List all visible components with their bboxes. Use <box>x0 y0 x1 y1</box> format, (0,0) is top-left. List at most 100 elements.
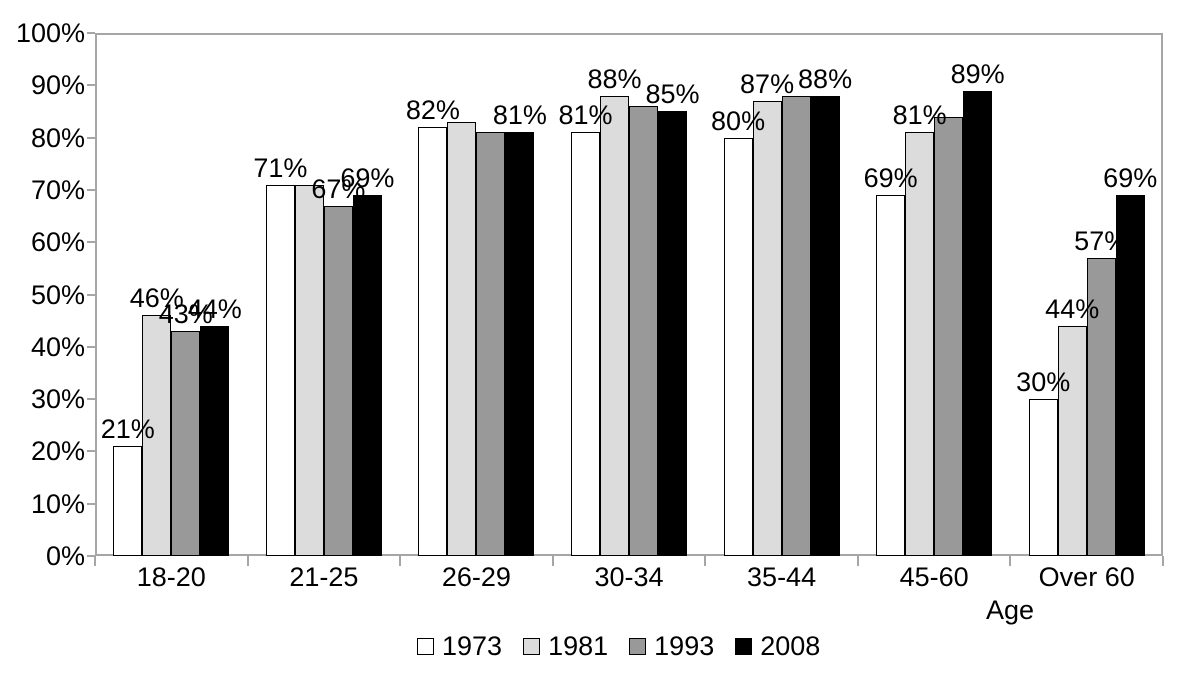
data-label-2008-30-34: 85% <box>645 79 700 110</box>
y-tick-mark <box>87 241 95 244</box>
bar-2008-21-25 <box>352 195 382 556</box>
legend-item-1993: 1993 <box>629 632 714 660</box>
y-tick-mark <box>87 32 95 34</box>
data-label-1993-21-25: 67% <box>311 173 366 204</box>
x-tick-mark <box>399 556 402 566</box>
bar-1973-45-60 <box>876 195 906 556</box>
data-label-1973-30-34: 81% <box>558 100 613 131</box>
y-tick-mark <box>87 136 95 139</box>
y-tick-mark <box>87 555 95 557</box>
data-label-1973-45-60: 69% <box>863 163 918 194</box>
x-tick-mark <box>551 556 554 566</box>
x-tick-mark <box>1162 556 1164 566</box>
bar-2008-30-34 <box>658 111 687 556</box>
bar-1981-30-34 <box>600 95 629 556</box>
data-label-1973-26-29: 82% <box>405 95 460 126</box>
y-tick-mark <box>87 398 95 401</box>
bar-2008-26-29 <box>505 132 535 556</box>
bar-2008-Over 60 <box>1115 195 1145 556</box>
bar-1981-26-29 <box>447 121 477 556</box>
data-label-2008-26-29: 81% <box>492 100 547 131</box>
legend-marker-1993 <box>629 637 647 655</box>
x-category-label: 18-20 <box>136 562 206 592</box>
y-tick-mark <box>87 293 95 296</box>
y-tick-label: 60% <box>30 227 85 258</box>
data-label-2008-35-44: 88% <box>798 63 853 94</box>
x-tick-mark <box>1009 556 1012 566</box>
bar-1993-26-29 <box>476 132 506 556</box>
bar-1993-21-25 <box>323 205 353 556</box>
bar-2008-35-44 <box>810 95 840 556</box>
y-tick-label: 100% <box>15 18 85 48</box>
legend-marker-2008 <box>735 637 753 655</box>
x-tick-mark <box>856 556 859 566</box>
data-label-1993-Over 60: 57% <box>1074 225 1129 256</box>
x-tick-mark <box>704 556 707 566</box>
bar-1973-Over 60 <box>1028 399 1058 556</box>
bar-1981-18-20 <box>142 315 172 556</box>
bar-1973-35-44 <box>723 137 753 556</box>
y-tick-label: 0% <box>45 541 85 571</box>
y-tick-mark <box>87 345 95 348</box>
x-axis-title: Age <box>986 595 1035 625</box>
data-label-1973-Over 60: 30% <box>1016 367 1071 398</box>
x-tick-mark <box>94 556 96 566</box>
bar-1993-30-34 <box>629 106 658 556</box>
data-label-2008-45-60: 89% <box>950 58 1005 89</box>
bar-1981-Over 60 <box>1057 325 1087 556</box>
data-label-2008-18-20: 44% <box>187 293 242 324</box>
bar-1981-21-25 <box>294 184 324 556</box>
y-tick-mark <box>87 84 95 87</box>
bar-1973-30-34 <box>571 132 600 556</box>
y-tick-label: 20% <box>30 436 85 467</box>
bar-1973-21-25 <box>265 184 295 556</box>
y-tick-mark <box>87 502 95 505</box>
legend-item-2008: 2008 <box>735 632 820 660</box>
bar-1981-45-60 <box>905 132 935 556</box>
bar-2008-45-60 <box>963 90 993 556</box>
legend-label: 2008 <box>760 631 821 661</box>
bar-1973-18-20 <box>113 446 143 556</box>
legend-label: 1973 <box>442 631 503 661</box>
data-label-1993-18-20: 43% <box>158 299 213 330</box>
x-category-label: Over 60 <box>1038 562 1135 592</box>
x-category-label: 26-29 <box>441 562 511 592</box>
y-tick-label: 10% <box>30 488 85 519</box>
legend-label: 1993 <box>654 631 715 661</box>
data-label-1981-30-34: 88% <box>587 63 642 94</box>
x-category-label: 35-44 <box>747 562 817 592</box>
x-category-label: 21-25 <box>289 562 359 592</box>
data-label-1973-21-25: 71% <box>253 152 308 183</box>
legend-marker-1973 <box>417 637 434 655</box>
x-tick-mark <box>246 556 249 566</box>
data-label-1981-18-20: 46% <box>129 283 184 314</box>
legend-item-1981: 1981 <box>523 632 608 660</box>
x-category-label: 30-34 <box>594 562 664 592</box>
data-label-1973-18-20: 21% <box>100 414 155 445</box>
legend-marker-1981 <box>523 637 541 655</box>
y-tick-label: 30% <box>30 384 85 415</box>
legend: 1973 1981 1993 2008 <box>417 632 820 660</box>
bar-1973-26-29 <box>418 127 448 556</box>
data-label-1981-35-44: 87% <box>740 68 795 99</box>
data-label-2008-21-25: 69% <box>340 163 395 194</box>
bar-1993-18-20 <box>171 331 201 556</box>
y-tick-mark <box>87 450 95 453</box>
bar-1993-Over 60 <box>1086 257 1116 556</box>
y-tick-label: 80% <box>30 122 85 153</box>
data-label-1981-Over 60: 44% <box>1045 293 1100 324</box>
y-tick-label: 50% <box>30 279 85 310</box>
legend-item-1973: 1973 <box>417 632 502 660</box>
y-tick-label: 70% <box>30 174 85 205</box>
data-label-1973-35-44: 80% <box>711 105 766 136</box>
data-label-1981-45-60: 81% <box>892 100 947 131</box>
bar-1993-35-44 <box>781 95 811 556</box>
y-tick-label: 90% <box>30 70 85 101</box>
x-category-label: 45-60 <box>899 562 969 592</box>
y-tick-label: 40% <box>30 331 85 362</box>
legend-label: 1981 <box>548 631 609 661</box>
bar-1993-45-60 <box>934 116 964 556</box>
data-label-2008-Over 60: 69% <box>1103 163 1158 194</box>
y-tick-mark <box>87 188 95 191</box>
